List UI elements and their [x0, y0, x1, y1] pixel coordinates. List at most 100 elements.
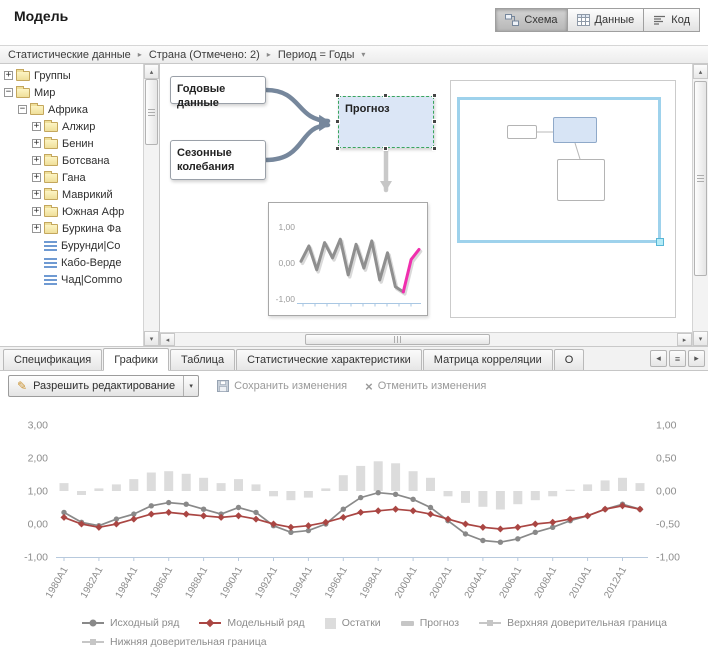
tree-item[interactable]: Кабо-Верде — [0, 254, 143, 271]
tree-item[interactable]: − Африка — [0, 101, 143, 118]
tree-item[interactable]: + Группы — [0, 67, 143, 84]
collapse-icon[interactable]: − — [18, 104, 27, 114]
view-button-data[interactable]: Данные — [566, 8, 645, 32]
tab-menu-icon[interactable]: ≡ — [669, 350, 686, 367]
breadcrumb-item[interactable]: Страна (Отмечено: 2) — [148, 48, 260, 61]
scroll-left-icon[interactable]: ◂ — [160, 333, 175, 346]
tab-Спецификация[interactable]: Спецификация — [3, 349, 103, 370]
tree-item[interactable]: + Южная Афр — [0, 203, 143, 220]
canvas-horizontal-scrollbar[interactable]: ◂ ▸ — [160, 332, 692, 346]
tree-item[interactable]: + Гана — [0, 169, 143, 186]
tree-scroll-thumb[interactable] — [145, 79, 158, 145]
scroll-down-icon[interactable]: ▾ — [144, 331, 159, 346]
legend-marker — [479, 620, 502, 626]
tab-О[interactable]: О — [553, 349, 585, 370]
scroll-grip — [394, 336, 401, 343]
svg-text:0,50: 0,50 — [656, 453, 677, 465]
svg-text:2000A1: 2000A1 — [393, 565, 420, 601]
selection-handle[interactable] — [383, 93, 388, 98]
svg-text:2010A1: 2010A1 — [567, 565, 594, 601]
selection-handle[interactable] — [432, 146, 437, 151]
chevron-right-icon[interactable]: ▸ — [688, 350, 705, 367]
legend-label: Нижняя доверительная граница — [110, 636, 267, 648]
selection-handle[interactable] — [383, 146, 388, 151]
legend-row: Нижняя доверительная граница — [82, 636, 708, 648]
expand-icon[interactable]: + — [32, 223, 41, 233]
main-vertical-scrollbar[interactable]: ▴ ▾ — [692, 64, 708, 346]
diagram-node-annual-data[interactable]: Годовые данные — [170, 76, 266, 109]
overview-panel[interactable] — [450, 80, 676, 318]
view-button-schema[interactable]: Схема — [495, 8, 568, 32]
expand-icon[interactable]: + — [4, 70, 13, 80]
tree-item[interactable]: + Бенин — [0, 135, 143, 152]
chart-area: 3,00 2,00 1,00 0,00 -1,00 1,00 0,50 0,00 -0,50 -1… — [0, 401, 708, 609]
tab-Статистические характеристики[interactable]: Статистические характеристики — [236, 349, 422, 370]
main-scroll-thumb[interactable] — [694, 81, 707, 276]
selection-handle[interactable] — [432, 119, 437, 124]
view-button-code[interactable]: Код — [643, 8, 700, 32]
scroll-down-icon[interactable]: ▾ — [693, 331, 708, 346]
legend-item[interactable]: Прогноз — [400, 617, 459, 629]
tree-item[interactable]: + Алжир — [0, 118, 143, 135]
collapse-icon[interactable]: − — [4, 87, 13, 97]
legend-item[interactable]: Верхняя доверительная граница — [479, 617, 667, 629]
breadcrumb-item[interactable]: Период = Годы — [277, 48, 355, 61]
svg-text:1994A1: 1994A1 — [288, 565, 315, 601]
series-icon — [44, 257, 57, 268]
tree-item[interactable]: + Маврикий — [0, 186, 143, 203]
allow-editing-button[interactable]: ✎ Разрешить редактирование ▾ — [8, 375, 200, 397]
canvas-scroll-track[interactable] — [175, 333, 677, 346]
allow-editing-dropdown-icon[interactable]: ▾ — [183, 376, 198, 396]
tree-list: + Группы − Мир − Африка + Алжир + Бенин + Ботсвана +… — [0, 67, 143, 346]
canvas-scroll-thumb[interactable] — [305, 334, 490, 345]
expand-icon[interactable]: + — [32, 155, 41, 165]
legend-item[interactable]: Модельный ряд — [199, 617, 305, 629]
diagram-node-forecast[interactable]: Прогноз — [335, 93, 437, 151]
allow-editing-main[interactable]: ✎ Разрешить редактирование — [9, 376, 183, 396]
tree-item[interactable]: − Мир — [0, 84, 143, 101]
main-scroll-track[interactable] — [693, 79, 708, 331]
expand-icon[interactable]: + — [32, 172, 41, 182]
cancel-changes-button[interactable]: × Отменить изменения — [365, 380, 486, 393]
expand-icon[interactable]: + — [32, 189, 41, 199]
tab-Графики[interactable]: Графики — [103, 348, 169, 371]
legend-marker — [400, 620, 414, 626]
selection-handle[interactable] — [335, 93, 340, 98]
legend-item[interactable]: Исходный ряд — [82, 617, 179, 629]
diagram-canvas[interactable]: Годовые данные Сезонные колебания Прогно… — [160, 64, 692, 332]
chart-legend: Исходный ряд Модельный ряд Остатки Прогноз В… — [0, 609, 708, 667]
scroll-up-icon[interactable]: ▴ — [693, 64, 708, 79]
tree-item[interactable]: + Ботсвана — [0, 152, 143, 169]
tab-Таблица[interactable]: Таблица — [169, 349, 236, 370]
diagram-preview-chart[interactable]: 1,00 0,00 -1,00 — [268, 202, 428, 316]
tree-item-label: Гана — [62, 171, 86, 184]
save-changes-button[interactable]: Сохранить изменения — [217, 380, 347, 392]
tree-item[interactable]: Бурунди|Co — [0, 237, 143, 254]
breadcrumb-item[interactable]: Статистические данные — [8, 48, 131, 61]
legend-item[interactable]: Остатки — [324, 617, 381, 629]
expand-icon[interactable]: + — [32, 121, 41, 131]
tree-item[interactable]: Чад|Commo — [0, 271, 143, 288]
scroll-right-icon[interactable]: ▸ — [677, 333, 692, 346]
tree-item[interactable]: + Буркина Фа — [0, 220, 143, 237]
right-axis-labels: 1,00 0,50 0,00 -0,50 -1,00 — [656, 420, 680, 564]
diagram-node-label: Сезонные колебания — [177, 147, 235, 174]
connector-seasonal-to-forecast — [263, 119, 331, 163]
diagram-area: Годовые данные Сезонные колебания Прогно… — [160, 64, 692, 346]
selection-handle[interactable] — [335, 146, 340, 151]
diagram-node-seasonal[interactable]: Сезонные колебания — [170, 140, 266, 180]
overview-viewport[interactable] — [457, 97, 664, 246]
tree-scrollbar[interactable]: ▴ ▾ — [143, 64, 159, 346]
legend-marker — [324, 617, 336, 629]
page-title: Модель — [14, 8, 69, 24]
selection-handle[interactable] — [432, 93, 437, 98]
legend-item[interactable]: Нижняя доверительная граница — [82, 636, 267, 648]
selection-handle[interactable] — [335, 119, 340, 124]
expand-icon[interactable]: + — [32, 206, 41, 216]
overview-resize-handle[interactable] — [656, 238, 664, 246]
tree-scroll-track[interactable] — [144, 79, 159, 331]
tab-Матрица корреляции[interactable]: Матрица корреляции — [422, 349, 553, 370]
chevron-left-icon[interactable]: ◂ — [650, 350, 667, 367]
scroll-up-icon[interactable]: ▴ — [144, 64, 159, 79]
expand-icon[interactable]: + — [32, 138, 41, 148]
